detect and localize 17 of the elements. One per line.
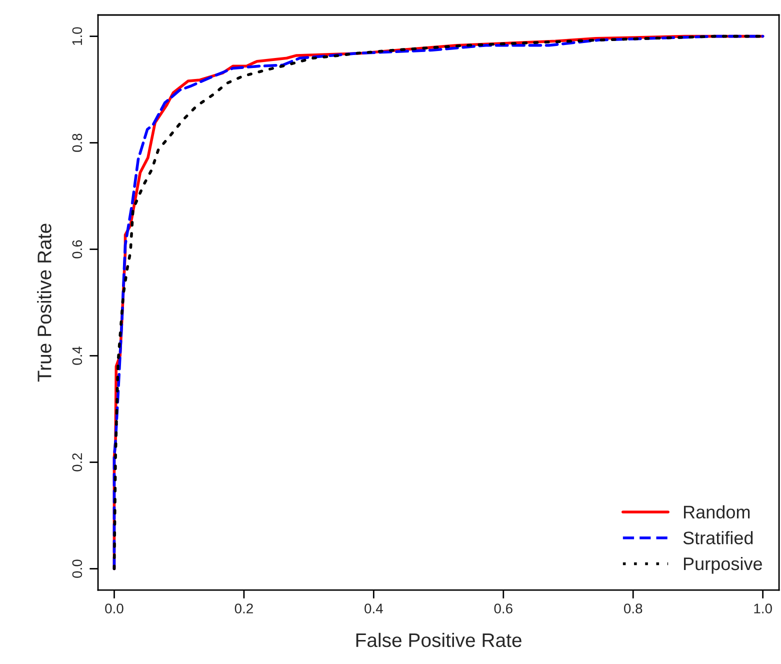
- legend-label: Random: [684, 505, 750, 518]
- y-tick-label: 0.6: [72, 240, 82, 258]
- y-tick-label: 0.0: [72, 560, 82, 578]
- y-tick-label: 0.2: [72, 453, 82, 472]
- x-tick-label: 0.4: [364, 604, 383, 614]
- y-tick-label: 0.4: [72, 346, 82, 365]
- legend-label: Stratified: [683, 531, 753, 544]
- x-tick-label: 0.8: [624, 604, 642, 614]
- legend-label: Purposive: [684, 556, 762, 574]
- y-tick-label: 0.8: [72, 134, 82, 152]
- x-tick-label: 0.2: [234, 604, 253, 614]
- x-tick-label: 0.0: [105, 604, 124, 614]
- y-tick-label: 1.0: [72, 27, 82, 45]
- x-tick-label: 0.6: [494, 604, 512, 614]
- x-tick-label: 1.0: [754, 604, 772, 614]
- y-axis-title: True Positive Rate: [37, 224, 52, 382]
- x-axis-title: False Positive Rate: [356, 632, 522, 648]
